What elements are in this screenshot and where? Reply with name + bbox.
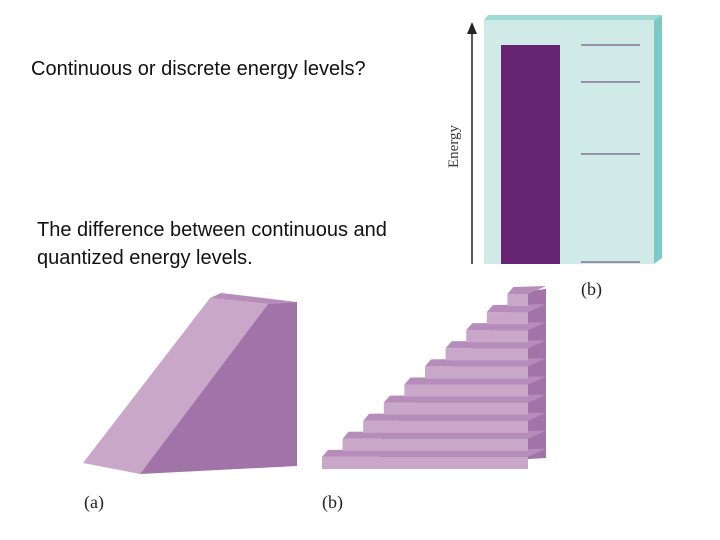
stair-riser (425, 366, 528, 379)
energy-axis-arrowhead (467, 22, 477, 34)
stair-tread (507, 286, 546, 294)
panel-top-edge (484, 15, 662, 20)
stairs-label: (b) (322, 492, 343, 512)
stair-riser (445, 348, 528, 361)
stair-base (322, 460, 382, 468)
stair-riser (404, 384, 528, 397)
stair-tread (486, 304, 546, 313)
stair-steps (322, 286, 546, 469)
staircase-illustration (322, 286, 546, 469)
stair-riser (342, 438, 528, 451)
energy-panel-label: (b) (581, 279, 602, 299)
continuous-energy-band (501, 45, 560, 264)
stair-riser (486, 312, 528, 325)
slide-title: Continuous or discrete energy levels? (31, 58, 366, 80)
energy-axis-label: Energy (446, 124, 462, 168)
ramp-slope-face (83, 298, 268, 474)
panel-right-edge (654, 15, 662, 264)
ramp-top-edge (210, 293, 297, 304)
ramp-illustration (83, 293, 297, 474)
energy-level-diagram: Energy (446, 15, 662, 264)
ramp-label: (a) (84, 492, 104, 512)
stair-riser (363, 420, 528, 433)
ramp-back-face (140, 302, 297, 474)
stair-riser (466, 330, 528, 343)
slide-body-text: The difference between continuous and qu… (37, 219, 387, 269)
stair-riser (383, 402, 528, 415)
stair-riser (507, 294, 528, 307)
